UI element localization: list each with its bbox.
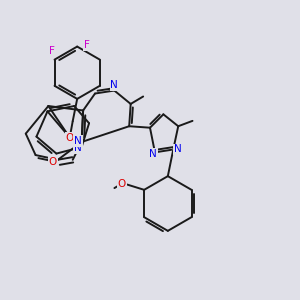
Text: O: O xyxy=(66,133,74,142)
Text: N: N xyxy=(110,80,118,90)
Text: N: N xyxy=(174,144,182,154)
Text: N: N xyxy=(149,148,157,159)
Text: N: N xyxy=(110,80,118,90)
Text: N: N xyxy=(74,143,82,153)
Text: F: F xyxy=(49,46,55,56)
Text: F: F xyxy=(84,40,90,50)
Text: O: O xyxy=(66,133,74,142)
Text: O: O xyxy=(117,179,126,189)
Text: N: N xyxy=(74,136,82,146)
Text: O: O xyxy=(49,157,57,167)
Text: N: N xyxy=(74,136,82,146)
